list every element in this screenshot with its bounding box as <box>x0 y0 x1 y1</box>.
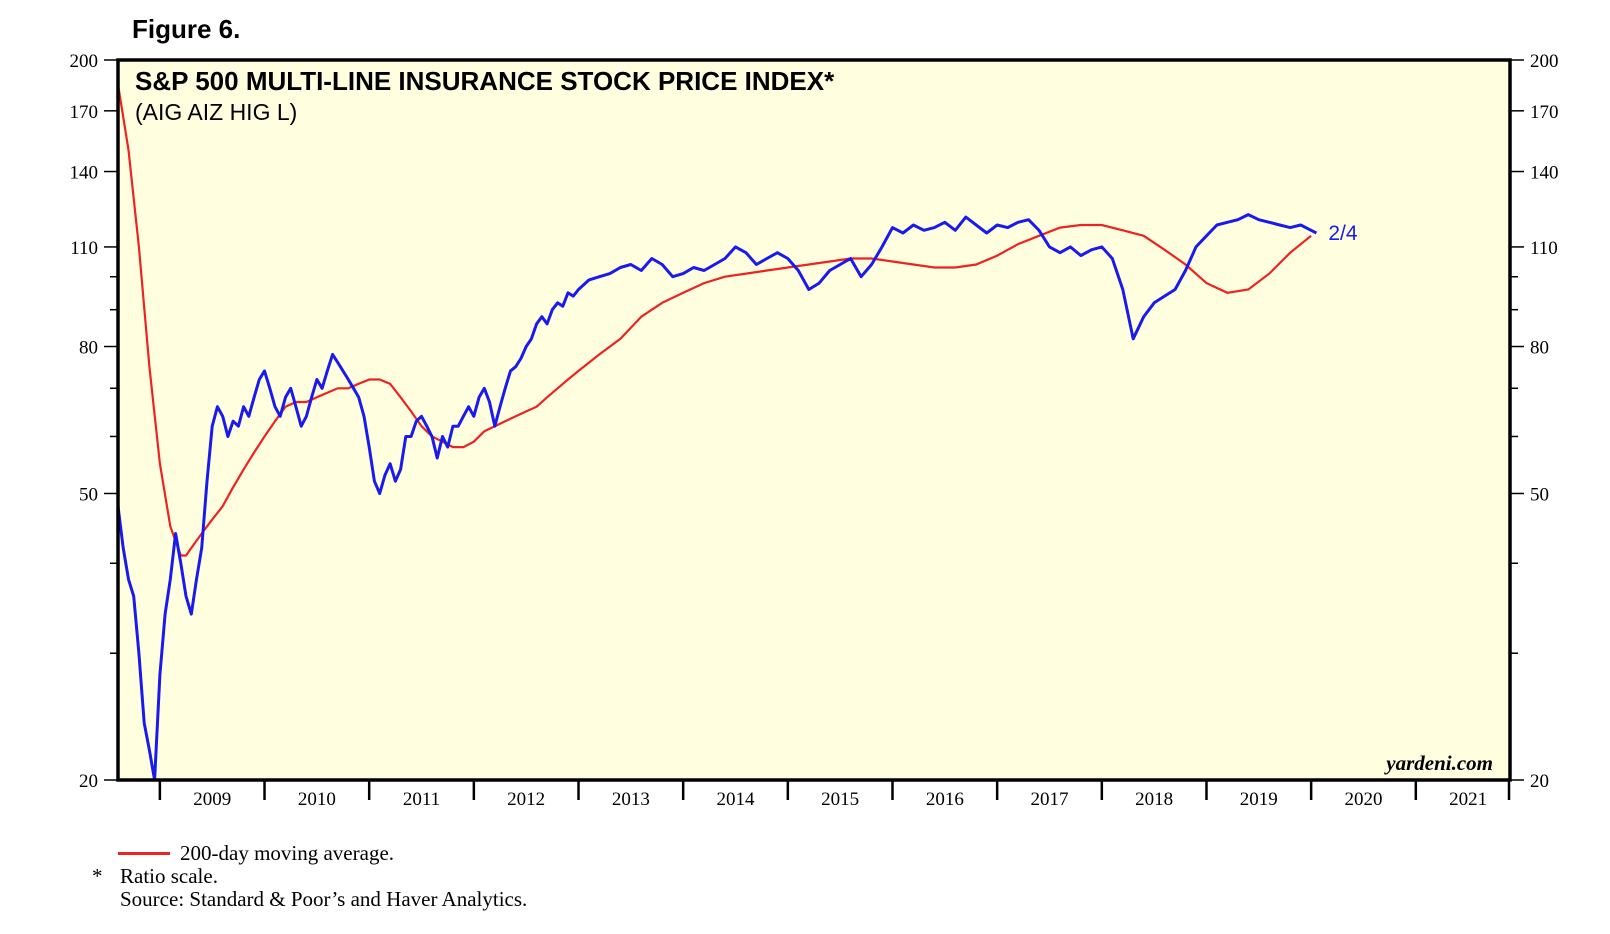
note-star: * <box>92 864 103 888</box>
x-tick-label: 2016 <box>926 789 964 810</box>
y-tick-label-left: 50 <box>79 484 98 505</box>
legend-line <box>118 852 170 855</box>
x-tick-label: 2012 <box>507 789 545 810</box>
price-line <box>116 213 1318 782</box>
plot-border <box>116 58 1512 782</box>
y-tick-label-right: 50 <box>1530 484 1549 505</box>
credit-label: yardeni.com <box>1383 751 1493 775</box>
y-axis-left: 20 50 80 110 140 170 200 <box>70 51 118 792</box>
x-tick-label: 2018 <box>1135 789 1173 810</box>
legend-label: 200-day moving average. <box>180 841 395 865</box>
plot-panel <box>118 60 1510 780</box>
end-date-label: 2/4 <box>1328 222 1358 245</box>
x-axis: 2009 2010 2011 2012 2013 2014 2015 2016 2017 2018… <box>158 780 1511 810</box>
x-tick-label: 2014 <box>717 789 756 810</box>
y-tick-label-left: 170 <box>70 102 99 123</box>
chart-title: S&P 500 MULTI-LINE INSURANCE STOCK PRICE… <box>135 66 835 96</box>
y-tick-label-right: 20 <box>1530 771 1549 792</box>
y-tick-label-left: 140 <box>70 163 99 184</box>
y-tick-label-right: 80 <box>1530 338 1549 359</box>
y-tick-label-left: 200 <box>70 51 99 72</box>
y-tick-label-right: 170 <box>1530 102 1559 123</box>
chart-subtitle: (AIG AIZ HIG L) <box>135 99 297 125</box>
y-axis-right: 20 50 80 110 140 170 200 <box>1510 51 1559 792</box>
y-tick-label-left: 80 <box>79 338 98 359</box>
x-tick-label: 2017 <box>1030 789 1068 810</box>
source-note: Source: Standard & Poor’s and Haver Anal… <box>120 887 528 911</box>
x-tick-label: 2010 <box>298 789 336 810</box>
x-tick-label: 2011 <box>403 789 440 810</box>
figure-label: Figure 6. <box>132 14 241 44</box>
y-tick-label-right: 140 <box>1530 163 1559 184</box>
x-tick-label: 2021 <box>1449 789 1487 810</box>
x-tick-label: 2013 <box>612 789 650 810</box>
y-tick-label-right: 110 <box>1530 238 1558 259</box>
ratio-note: Ratio scale. <box>120 864 218 888</box>
y-tick-label-left: 20 <box>79 771 98 792</box>
y-tick-label-left: 110 <box>70 238 98 259</box>
x-tick-label: 2015 <box>821 789 859 810</box>
moving-average-line <box>116 84 1312 557</box>
x-tick-label: 2019 <box>1240 789 1278 810</box>
y-tick-label-right: 200 <box>1530 51 1559 72</box>
x-tick-label: 2009 <box>193 789 231 810</box>
x-tick-label: 2020 <box>1344 789 1382 810</box>
